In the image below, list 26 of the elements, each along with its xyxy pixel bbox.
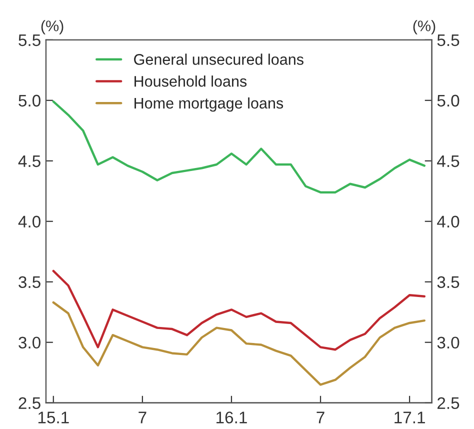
y-tick-label: 5.0 [18, 94, 40, 107]
x-tick-label: 15.1 [38, 412, 69, 424]
y2-tick-label: 2.5 [438, 397, 460, 410]
legend-label: Household loans [134, 76, 247, 87]
y-tick-label: 4.0 [18, 216, 40, 228]
y2-axis-title: (%) [413, 20, 436, 34]
y2-tick-label: 3.0 [437, 336, 460, 349]
line-series [52, 270, 426, 351]
x-tick-label: 16.1 [216, 412, 247, 424]
y2-tick-label: 5.5 [437, 34, 460, 46]
y-tick-label: 5.5 [18, 34, 40, 46]
x-tick-label: 17.1 [394, 412, 425, 424]
legend-label: General unsecured loans [134, 54, 304, 65]
y-tick-label: 3.0 [18, 336, 40, 349]
legend-label: Home mortgage loans [134, 97, 284, 112]
y-tick-label: 2.5 [18, 397, 40, 410]
y-axis-title: (%) [41, 20, 64, 34]
y2-tick-label: 3.5 [437, 276, 460, 288]
y2-tick-label: 5.0 [437, 94, 460, 107]
y-tick-label: 3.5 [18, 276, 40, 288]
x-tick-label: 7 [316, 412, 324, 424]
y2-tick-label: 4.5 [437, 155, 460, 168]
y-tick-label: 4.5 [18, 155, 40, 168]
line-series [52, 301, 426, 386]
x-tick-label: 7 [138, 412, 146, 424]
y2-tick-label: 4.0 [437, 216, 460, 228]
